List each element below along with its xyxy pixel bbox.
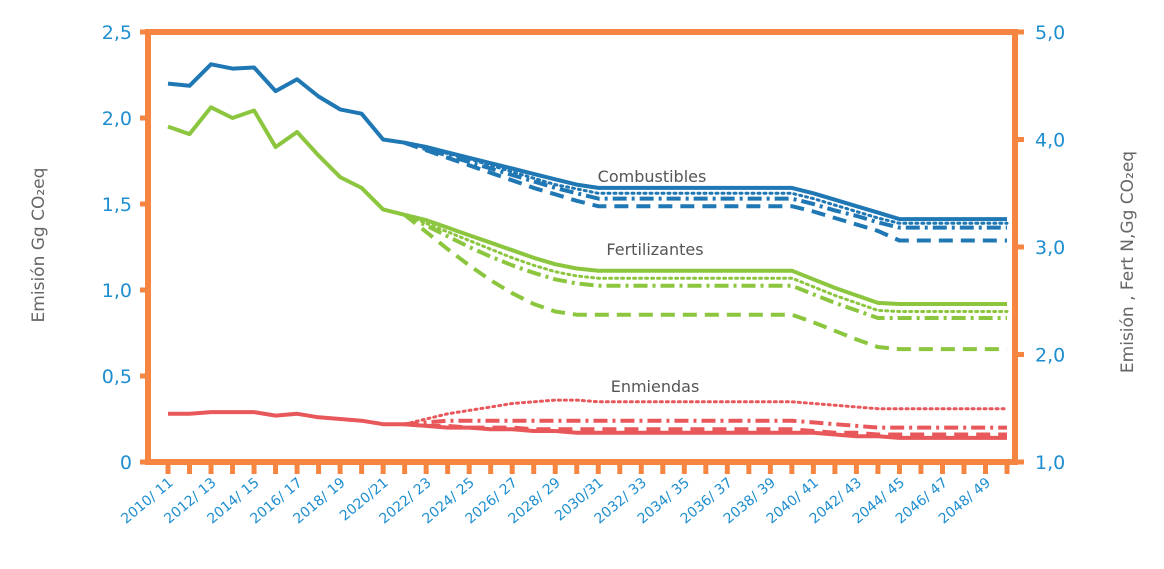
series-line-enmiendas-dotted <box>403 398 1009 426</box>
plot-frame <box>145 29 1018 465</box>
y-left-tick-label: 0,5 <box>102 366 132 388</box>
series-line-combustibles-dashed <box>403 140 1007 243</box>
series-line-combustibles-solid <box>167 62 1007 222</box>
series-line-enmiendas-solid <box>168 410 1007 440</box>
y-right-tick-label: 3,0 <box>1035 237 1065 259</box>
annotation-fertilizantes: Fertilizantes <box>606 240 703 259</box>
series-line-fertilizantes-dotted <box>403 213 1009 313</box>
y-left-tick-label: 2,0 <box>102 108 132 130</box>
y-left-tick-label: 0 <box>120 452 132 474</box>
series-line-fertilizantes-dashed <box>403 213 1007 352</box>
series-lines <box>167 62 1009 440</box>
series-line-combustibles-dotted <box>403 141 1009 225</box>
y-axis-right-title: Emisión , Fert N,Gg CO₂eq <box>1118 151 1138 373</box>
y-right-tick-label: 1,0 <box>1035 452 1065 474</box>
annotation-enmiendas: Enmiendas <box>611 377 700 396</box>
series-line-fertilizantes-solid <box>167 105 1007 306</box>
y-axis-left-title: Emisión Gg CO₂eq <box>29 168 49 323</box>
y-left-tick-label: 1,5 <box>102 194 132 216</box>
y-left-tick-label: 1,0 <box>102 280 132 302</box>
series-line-enmiendas-dashdot <box>404 418 1007 430</box>
series-line-fertilizantes-dashdot <box>403 213 1007 320</box>
y-right-tick-label: 5,0 <box>1035 22 1065 44</box>
y-right-tick-label: 4,0 <box>1035 130 1065 152</box>
annotation-combustibles: Combustibles <box>598 167 707 186</box>
y-left-tick-label: 2,5 <box>102 22 132 44</box>
y-right-tick-label: 2,0 <box>1035 345 1065 367</box>
series-line-combustibles-dashdot <box>404 140 1007 230</box>
series-line-enmiendas-dashed <box>404 422 1007 437</box>
chart-labels: Combustibles Fertilizantes Enmiendas Emi… <box>29 151 1138 396</box>
